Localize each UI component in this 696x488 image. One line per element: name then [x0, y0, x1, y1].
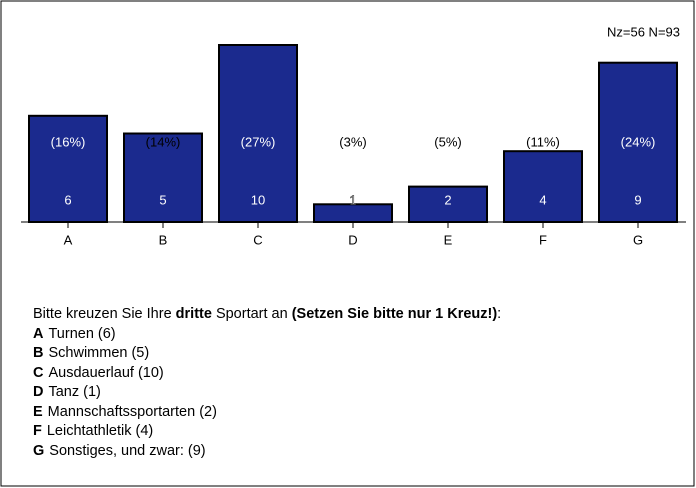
bar: [28, 114, 108, 223]
percent-label: (3%): [339, 134, 366, 149]
x-tick-label: D: [348, 232, 357, 247]
annotation: Nz=56 N=93: [607, 24, 680, 39]
option: F Leichtathletik (4): [33, 422, 501, 442]
option-letter: D: [33, 384, 44, 400]
percent-label: (5%): [434, 134, 461, 149]
x-tick-label: C: [253, 232, 262, 247]
percent-label: (27%): [241, 134, 276, 149]
option-label: Schwimmen (5): [48, 345, 150, 361]
value-label: 1: [349, 192, 356, 207]
option-label: Ausdauerlauf (10): [48, 364, 164, 381]
question-bold: (Setzen Sie bitte nur 1 Kreuz!): [291, 306, 498, 322]
options: A Turnen (6) B Schwimmen (5) C Ausdauerlauf (…: [33, 325, 501, 462]
percent-label: (16%): [51, 134, 86, 149]
option-label: Tanz (1): [48, 384, 101, 400]
value-label: 2: [444, 192, 451, 207]
option: G Sonstiges, und zwar: (9): [33, 442, 501, 462]
value-label: 5: [159, 192, 166, 207]
option-letter: E: [33, 403, 43, 420]
question-bold: dritte: [175, 306, 212, 322]
bar: [503, 150, 583, 223]
option-letter: C: [33, 364, 44, 381]
option: C Ausdauerlauf (10): [33, 364, 501, 384]
x-tick-label: G: [633, 232, 643, 247]
bar: [218, 44, 298, 223]
option-letter: G: [33, 442, 45, 459]
option-letter: A: [33, 325, 44, 342]
bar: [123, 132, 203, 223]
value-label: 10: [251, 192, 265, 207]
value-label: 9: [634, 192, 641, 207]
option: A Turnen (6): [33, 325, 501, 345]
x-tick-label: B: [159, 232, 168, 247]
option-letter: B: [33, 345, 44, 361]
question-text: :: [497, 306, 502, 322]
option-label: Leichtathletik (4): [46, 423, 154, 439]
bar: [313, 203, 393, 224]
question-block: Bitte kreuzen Sie Ihre dritte Sportart a…: [33, 305, 501, 461]
option-label: Turnen (6): [48, 325, 116, 342]
percent-label: (24%): [621, 134, 656, 149]
option: D Tanz (1): [33, 383, 501, 403]
option-label: Mannschaftssportarten (2): [47, 403, 217, 420]
value-label: 4: [539, 192, 546, 207]
x-tick-label: F: [539, 232, 547, 247]
option: E Mannschaftssportarten (2): [33, 403, 501, 423]
option: B Schwimmen (5): [33, 344, 501, 364]
question: Bitte kreuzen Sie Ihre dritte Sportart a…: [33, 305, 501, 325]
question-text: Sportart an: [211, 306, 292, 322]
option-letter: F: [33, 423, 42, 439]
percent-label: (11%): [526, 134, 560, 149]
x-tick-label: A: [64, 232, 73, 247]
question-text: Bitte kreuzen Sie Ihre: [33, 306, 176, 322]
bar: [598, 61, 678, 224]
option-label: Sonstiges, und zwar: (9): [49, 442, 206, 459]
x-tick-label: E: [444, 232, 453, 247]
value-label: 6: [64, 192, 71, 207]
bar: [408, 185, 488, 224]
percent-label: (14%): [146, 134, 181, 149]
